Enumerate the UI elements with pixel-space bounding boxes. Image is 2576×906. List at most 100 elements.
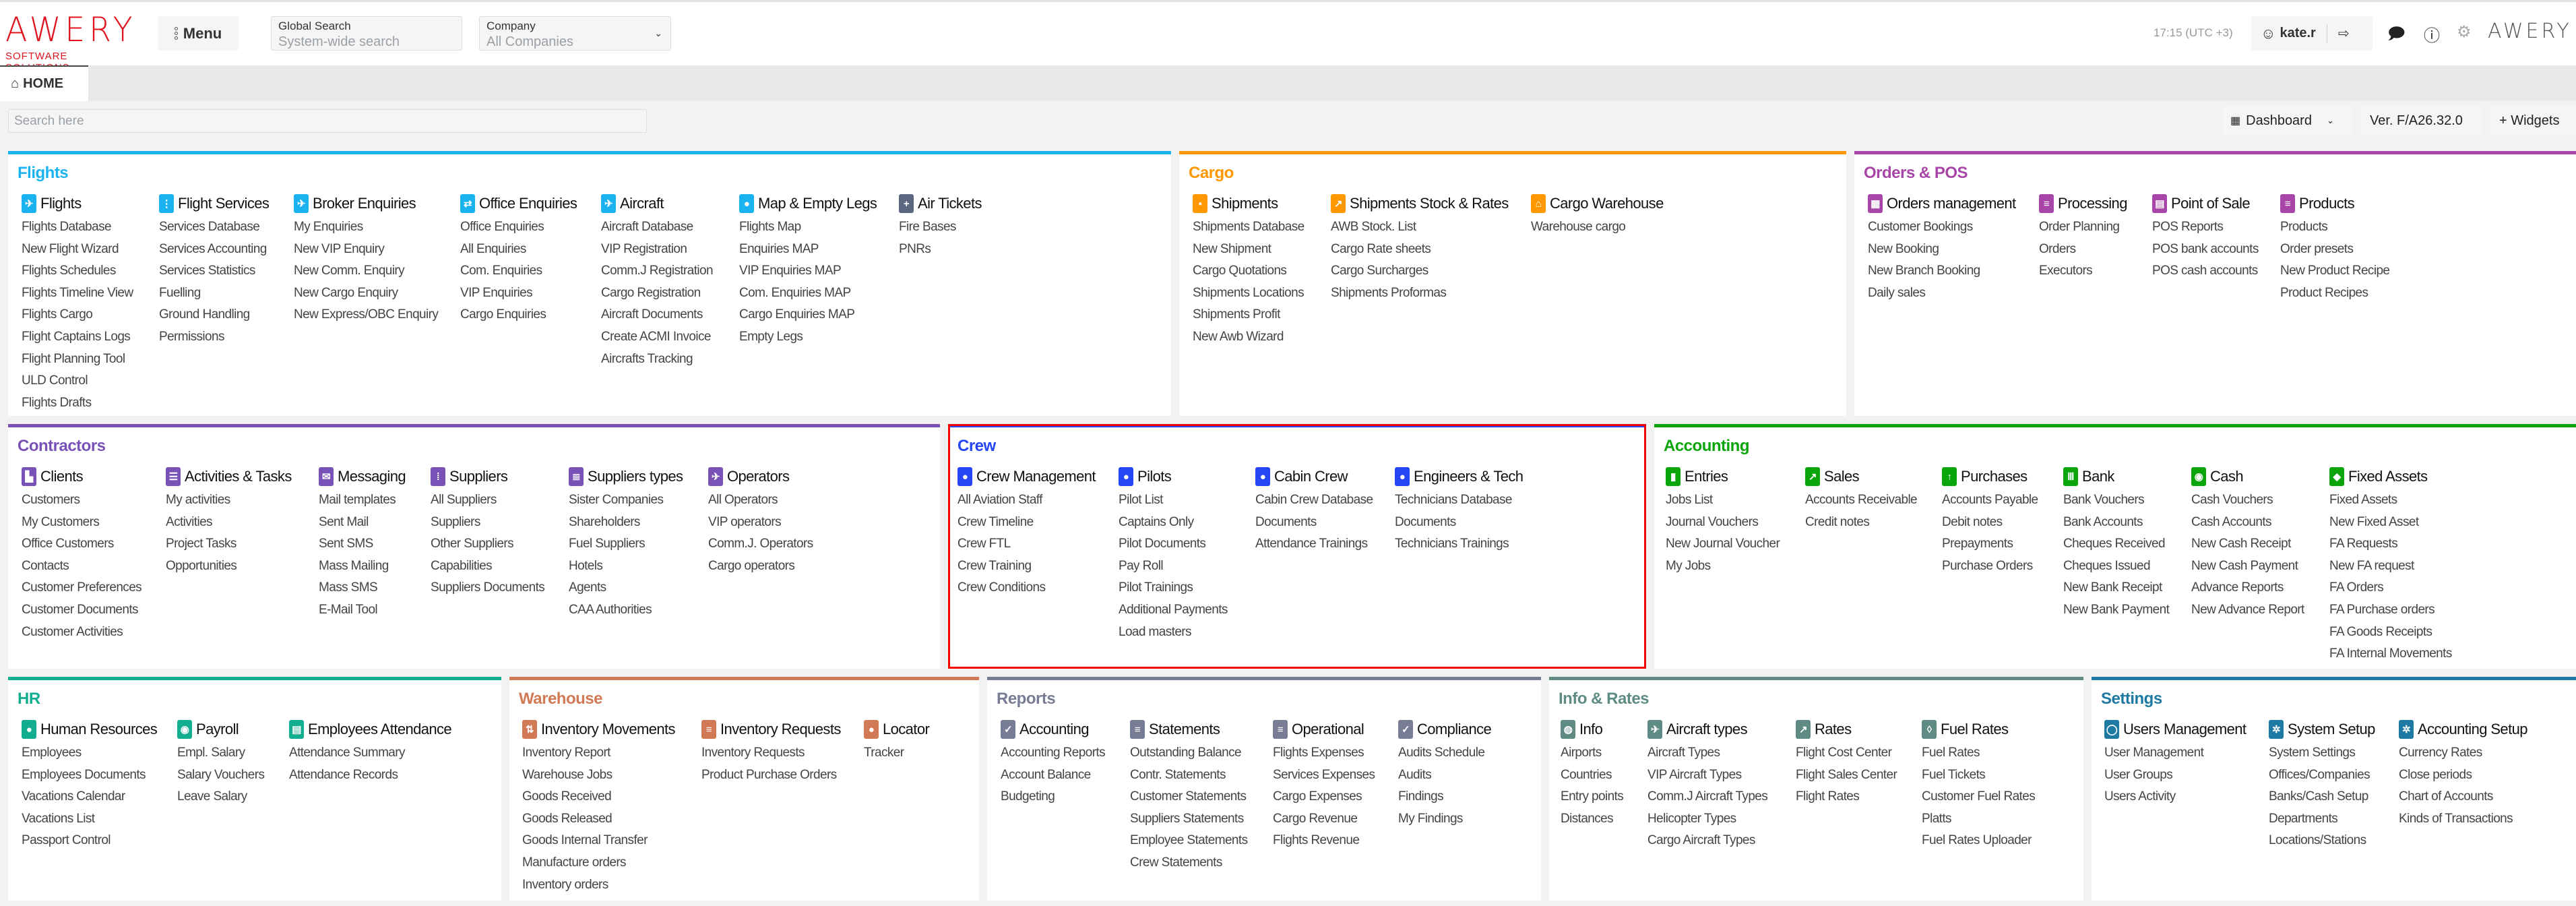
menu-link[interactable]: Accounting Reports — [1001, 746, 1106, 760]
menu-link[interactable]: Locations/Stations — [2269, 833, 2366, 848]
search-input[interactable]: Search here — [8, 109, 647, 133]
menu-link[interactable]: Services Statistics — [159, 264, 255, 278]
menu-link[interactable]: Ground Handling — [159, 307, 250, 322]
menu-link[interactable]: Airports — [1561, 746, 1602, 760]
menu-link[interactable]: Mass SMS — [319, 580, 378, 595]
menu-link[interactable]: Suppliers Statements — [1130, 811, 1244, 826]
menu-link[interactable]: VIP Aircraft Types — [1647, 767, 1742, 782]
menu-link[interactable]: Passport Control — [22, 833, 111, 848]
menu-link[interactable]: Office Enquiries — [460, 220, 544, 234]
menu-link[interactable]: Empty Legs — [739, 329, 803, 344]
menu-link[interactable]: New FA request — [2329, 558, 2414, 573]
menu-link[interactable]: Flights Revenue — [1273, 833, 1360, 848]
menu-link[interactable]: Product Purchase Orders — [701, 767, 837, 782]
menu-link[interactable]: Shareholders — [569, 514, 640, 529]
menu-link[interactable]: VIP Enquiries MAP — [739, 264, 842, 278]
menu-link[interactable]: Aircrafts Tracking — [601, 351, 693, 366]
menu-link[interactable]: Shipments Profit — [1193, 307, 1280, 322]
menu-link[interactable]: Load masters — [1119, 624, 1192, 639]
menu-link[interactable]: Jobs List — [1666, 493, 1713, 507]
global-search-input[interactable]: System-wide search — [278, 34, 400, 49]
menu-link[interactable]: FA Purchase orders — [2329, 602, 2435, 617]
menu-link[interactable]: Fuelling — [159, 285, 201, 300]
menu-link[interactable]: My Customers — [22, 514, 100, 529]
user-menu[interactable]: ☺ kate.r ⇨ — [2251, 16, 2373, 51]
menu-link[interactable]: Services Database — [159, 220, 260, 234]
menu-link[interactable]: Other Suppliers — [431, 537, 514, 551]
menu-link[interactable]: Crew Timeline — [957, 514, 1034, 529]
menu-link[interactable]: Com. Enquiries — [460, 264, 542, 278]
menu-link[interactable]: New Cash Payment — [2191, 558, 2298, 573]
menu-link[interactable]: Audits Schedule — [1398, 746, 1485, 760]
menu-link[interactable]: Order presets — [2280, 241, 2354, 256]
menu-link[interactable]: Sister Companies — [569, 493, 664, 507]
menu-link[interactable]: Cargo Surcharges — [1331, 264, 1428, 278]
menu-link[interactable]: Chart of Accounts — [2399, 789, 2493, 804]
menu-link[interactable]: Cash Vouchers — [2191, 493, 2273, 507]
menu-link[interactable]: Technicians Database — [1395, 493, 1512, 507]
menu-link[interactable]: Comm.J Registration — [601, 264, 714, 278]
menu-link[interactable]: Salary Vouchers — [177, 767, 265, 782]
menu-link[interactable]: Flights Drafts — [22, 395, 92, 410]
menu-link[interactable]: New Product Recipe — [2280, 264, 2390, 278]
menu-link[interactable]: Flights Timeline View — [22, 285, 133, 300]
menu-link[interactable]: Products — [2280, 220, 2328, 234]
menu-link[interactable]: Pilot List — [1119, 493, 1163, 507]
menu-link[interactable]: Cargo Enquiries — [460, 307, 546, 322]
menu-link[interactable]: New Comm. Enquiry — [294, 264, 405, 278]
menu-link[interactable]: New Cash Receipt — [2191, 537, 2291, 551]
logout-icon[interactable]: ⇨ — [2337, 26, 2350, 41]
menu-link[interactable]: Attendance Summary — [289, 746, 406, 760]
menu-link[interactable]: Enquiries MAP — [739, 241, 819, 256]
menu-link[interactable]: Hotels — [569, 558, 603, 573]
menu-link[interactable]: Flight Captains Logs — [22, 329, 131, 344]
menu-link[interactable]: Cargo Registration — [601, 285, 701, 300]
menu-link[interactable]: Orders — [2039, 241, 2076, 256]
menu-link[interactable]: Opportunities — [166, 558, 237, 573]
menu-link[interactable]: System Settings — [2269, 746, 2356, 760]
menu-link[interactable]: Comm.J Aircraft Types — [1647, 789, 1768, 804]
menu-link[interactable]: All Operators — [708, 493, 778, 507]
menu-link[interactable]: Create ACMI Invoice — [601, 329, 711, 344]
menu-link[interactable]: Fuel Tickets — [1922, 767, 1986, 782]
menu-link[interactable]: AWB Stock. List — [1331, 220, 1416, 234]
menu-link[interactable]: New Advance Report — [2191, 602, 2304, 617]
menu-link[interactable]: Prepayments — [1942, 537, 2013, 551]
menu-link[interactable]: Attendance Records — [289, 767, 398, 782]
menu-link[interactable]: Crew Conditions — [957, 580, 1046, 595]
menu-link[interactable]: New Bank Payment — [2063, 602, 2170, 617]
menu-link[interactable]: Distances — [1561, 811, 1614, 826]
menu-link[interactable]: Sent SMS — [319, 537, 373, 551]
menu-link[interactable]: Sent Mail — [319, 514, 369, 529]
menu-link[interactable]: VIP operators — [708, 514, 782, 529]
menu-link[interactable]: Suppliers — [431, 514, 480, 529]
menu-link[interactable]: Services Expenses — [1273, 767, 1375, 782]
menu-link[interactable]: Helicopter Types — [1647, 811, 1736, 826]
menu-link[interactable]: Com. Enquiries MAP — [739, 285, 851, 300]
menu-link[interactable]: Customers — [22, 493, 80, 507]
menu-link[interactable]: Comm.J. Operators — [708, 537, 813, 551]
menu-link[interactable]: Currency Rates — [2399, 746, 2482, 760]
info-icon[interactable]: ⓘ — [2424, 27, 2440, 45]
menu-link[interactable]: Vacations Calendar — [22, 789, 125, 804]
tab-home[interactable]: ⌂ HOME — [0, 65, 88, 101]
menu-link[interactable]: New VIP Enquiry — [294, 241, 385, 256]
menu-link[interactable]: Contr. Statements — [1130, 767, 1226, 782]
menu-link[interactable]: Product Recipes — [2280, 285, 2368, 300]
menu-link[interactable]: Inventory orders — [522, 877, 608, 892]
menu-link[interactable]: Customer Preferences — [22, 580, 142, 595]
menu-link[interactable]: My Enquiries — [294, 220, 363, 234]
menu-link[interactable]: Warehouse Jobs — [522, 767, 612, 782]
menu-link[interactable]: Close periods — [2399, 767, 2472, 782]
menu-link[interactable]: Flight Cost Center — [1796, 746, 1892, 760]
menu-link[interactable]: All Suppliers — [431, 493, 497, 507]
menu-link[interactable]: Cheques Issued — [2063, 558, 2151, 573]
menu-link[interactable]: Aircraft Documents — [601, 307, 703, 322]
menu-link[interactable]: Bank Vouchers — [2063, 493, 2145, 507]
menu-link[interactable]: Order Planning — [2039, 220, 2120, 234]
menu-link[interactable]: Manufacture orders — [522, 855, 627, 870]
menu-link[interactable]: Contacts — [22, 558, 69, 573]
menu-link[interactable]: POS cash accounts — [2152, 264, 2258, 278]
menu-link[interactable]: Accounts Payable — [1942, 493, 2038, 507]
menu-link[interactable]: Goods Internal Transfer — [522, 833, 648, 848]
